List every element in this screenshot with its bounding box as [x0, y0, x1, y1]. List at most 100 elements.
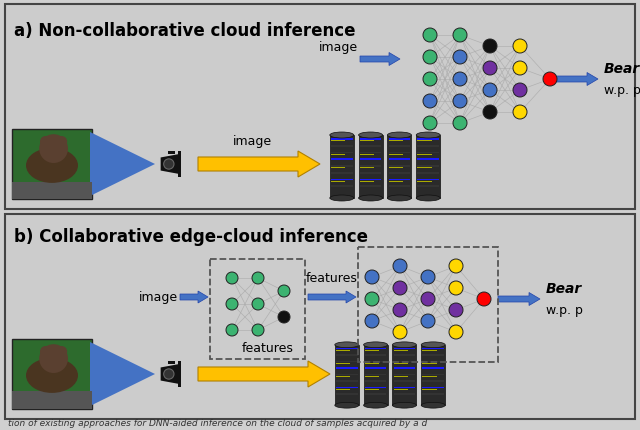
Circle shape [453, 95, 467, 109]
Ellipse shape [26, 358, 78, 393]
Bar [417, 141, 432, 142]
Bar [358, 136, 383, 199]
Bar [336, 389, 351, 390]
Bar [331, 159, 353, 161]
Bar [336, 380, 358, 382]
Ellipse shape [335, 342, 359, 348]
Bar [416, 136, 440, 199]
Circle shape [453, 29, 467, 43]
Text: features: features [306, 271, 358, 284]
Bar [394, 393, 415, 395]
Circle shape [40, 346, 51, 357]
Bar [388, 186, 410, 187]
Bar [336, 350, 351, 351]
Bar [178, 152, 181, 178]
Bar [388, 154, 403, 156]
Bar [388, 166, 410, 168]
Ellipse shape [358, 196, 383, 202]
Bar [417, 172, 439, 174]
Bar [360, 145, 381, 147]
Bar [422, 367, 444, 369]
Bar [360, 154, 374, 156]
Circle shape [365, 314, 379, 328]
Bar [365, 350, 379, 351]
Bar [331, 139, 353, 141]
Bar [210, 259, 305, 359]
FancyArrow shape [308, 291, 356, 303]
Bar [392, 345, 417, 405]
Circle shape [393, 259, 407, 273]
Bar [394, 380, 415, 382]
Bar [336, 361, 358, 362]
Circle shape [39, 344, 68, 373]
Bar [331, 172, 353, 174]
Bar [331, 186, 353, 187]
Bar [417, 154, 432, 156]
Circle shape [423, 95, 437, 109]
Bar [336, 387, 358, 388]
Bar [331, 141, 346, 142]
Circle shape [513, 84, 527, 98]
Circle shape [393, 303, 407, 317]
Bar [422, 363, 436, 364]
Circle shape [40, 137, 51, 148]
Text: image: image [139, 291, 178, 304]
Text: a) Non-collaborative cloud inference: a) Non-collaborative cloud inference [14, 22, 355, 40]
Bar [394, 376, 408, 377]
Circle shape [423, 73, 437, 87]
Bar [417, 181, 432, 182]
Bar [336, 393, 358, 395]
Circle shape [393, 325, 407, 339]
Circle shape [423, 51, 437, 65]
Bar [388, 172, 410, 174]
Circle shape [226, 298, 238, 310]
Bar [5, 215, 635, 419]
Bar [387, 136, 412, 199]
Bar [330, 136, 354, 199]
Bar [331, 154, 346, 156]
Bar [336, 363, 351, 364]
Bar [360, 152, 381, 154]
Bar [360, 172, 381, 174]
Ellipse shape [421, 342, 445, 348]
Ellipse shape [364, 402, 388, 408]
Ellipse shape [387, 196, 412, 202]
Ellipse shape [330, 133, 354, 139]
Ellipse shape [416, 133, 440, 139]
Bar [417, 152, 439, 154]
Bar [422, 374, 444, 375]
Bar [331, 166, 353, 168]
Bar [422, 350, 436, 351]
Circle shape [365, 292, 379, 306]
Text: features: features [242, 341, 294, 354]
Circle shape [513, 62, 527, 76]
Bar [365, 363, 379, 364]
Bar [365, 376, 379, 377]
Bar [365, 367, 387, 369]
Circle shape [453, 117, 467, 131]
Bar [388, 145, 410, 147]
Circle shape [421, 270, 435, 284]
Circle shape [483, 62, 497, 76]
Bar [388, 179, 410, 181]
Bar [12, 130, 92, 200]
Circle shape [164, 160, 174, 170]
Circle shape [421, 314, 435, 328]
Bar [331, 168, 346, 169]
Circle shape [513, 40, 527, 54]
Text: tion of existing approaches for DNN-aided inference on the cloud of samples acqu: tion of existing approaches for DNN-aide… [8, 418, 428, 427]
Text: Bear: Bear [604, 62, 640, 76]
Bar [394, 350, 408, 351]
Ellipse shape [421, 402, 445, 408]
Bar [5, 5, 635, 209]
Bar [365, 348, 387, 350]
Bar [335, 345, 359, 405]
Polygon shape [90, 133, 155, 197]
Circle shape [226, 324, 238, 336]
Circle shape [449, 303, 463, 317]
Circle shape [252, 298, 264, 310]
Circle shape [449, 259, 463, 273]
Circle shape [56, 137, 67, 148]
Bar [394, 374, 415, 375]
Bar [417, 168, 432, 169]
